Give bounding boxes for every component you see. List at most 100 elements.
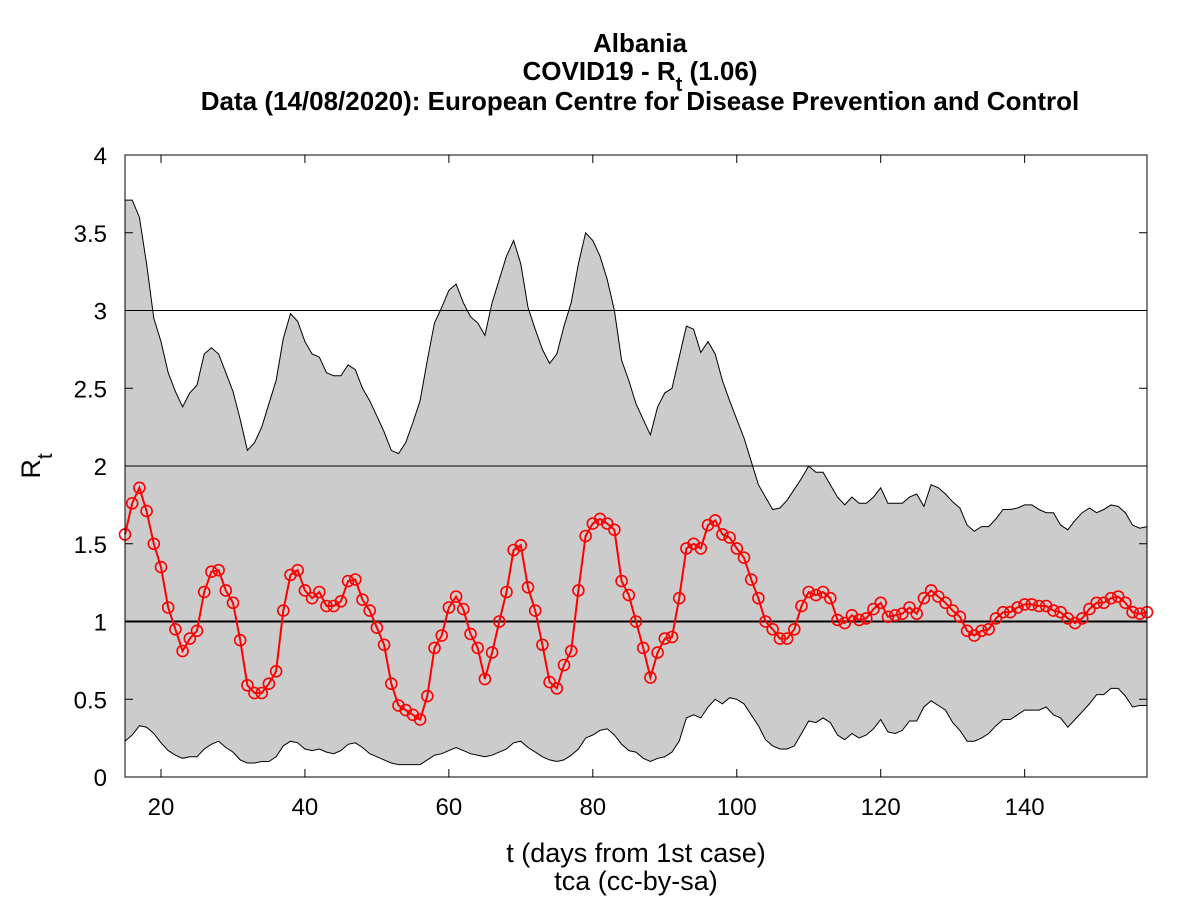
data-point bbox=[471, 641, 485, 655]
band-upper-edge bbox=[125, 199, 1148, 532]
data-point bbox=[514, 538, 528, 552]
data-point bbox=[780, 632, 794, 645]
data-point bbox=[485, 646, 499, 659]
data-point bbox=[269, 664, 283, 678]
y-axis-label: Rt bbox=[16, 453, 57, 479]
data-point bbox=[874, 596, 888, 610]
data-point bbox=[629, 615, 643, 628]
data-point bbox=[341, 574, 355, 588]
band-area bbox=[125, 200, 1147, 765]
y-tick-label: 4 bbox=[94, 143, 107, 170]
data-point bbox=[219, 584, 233, 597]
data-point bbox=[1111, 590, 1125, 603]
data-point bbox=[816, 585, 830, 599]
data-point bbox=[910, 607, 924, 621]
data-point bbox=[737, 551, 751, 565]
data-point bbox=[723, 531, 736, 544]
x-tick-label: 80 bbox=[579, 794, 606, 821]
data-point bbox=[867, 602, 880, 616]
data-point bbox=[205, 565, 218, 579]
data-point bbox=[456, 602, 470, 616]
data-point bbox=[197, 585, 211, 599]
data-point bbox=[600, 517, 614, 530]
data-point bbox=[622, 588, 636, 602]
data-point bbox=[888, 608, 902, 622]
data-point bbox=[651, 646, 664, 659]
y-tick-label: 3 bbox=[94, 299, 107, 326]
data-point bbox=[1075, 612, 1089, 625]
data-point bbox=[262, 677, 276, 691]
data-point bbox=[744, 573, 758, 586]
data-point bbox=[1090, 596, 1103, 610]
data-point bbox=[881, 610, 895, 624]
data-point bbox=[255, 686, 269, 700]
data-point bbox=[1126, 605, 1139, 619]
y-tick-label: 1.5 bbox=[74, 532, 107, 559]
y-tick-label: 0.5 bbox=[74, 687, 107, 714]
data-point bbox=[241, 678, 254, 692]
data-point bbox=[521, 580, 535, 594]
data-point bbox=[190, 624, 204, 638]
chart-title-metric: COVID19 - Rt (1.06) bbox=[523, 56, 758, 96]
data-point bbox=[276, 604, 290, 617]
rt-series bbox=[118, 481, 1154, 726]
data-point bbox=[543, 675, 556, 689]
data-point bbox=[140, 504, 153, 518]
data-point bbox=[579, 529, 592, 543]
data-point bbox=[1032, 599, 1046, 613]
data-point bbox=[859, 612, 873, 625]
data-point bbox=[442, 601, 456, 614]
data-point bbox=[1018, 598, 1031, 611]
data-point bbox=[291, 563, 305, 577]
data-point bbox=[939, 596, 952, 610]
data-point bbox=[716, 528, 729, 541]
data-point bbox=[557, 658, 571, 672]
band-lower-edge bbox=[124, 687, 1147, 766]
data-point bbox=[356, 593, 369, 607]
data-point bbox=[492, 615, 506, 628]
credit-label: tca (cc-by-sa) bbox=[554, 866, 718, 896]
data-point bbox=[658, 632, 672, 645]
data-point bbox=[730, 542, 744, 555]
data-point bbox=[248, 686, 261, 700]
data-point bbox=[528, 604, 542, 617]
x-tick-label: 140 bbox=[1005, 794, 1045, 821]
data-point bbox=[1119, 596, 1132, 610]
chart-title-country: Albania bbox=[593, 28, 687, 58]
y-tick-label: 3.5 bbox=[74, 221, 107, 248]
data-point bbox=[615, 574, 628, 588]
data-point bbox=[176, 644, 189, 658]
data-point bbox=[708, 514, 722, 527]
data-point bbox=[413, 713, 427, 726]
data-point bbox=[363, 604, 377, 617]
data-point bbox=[183, 632, 197, 645]
data-point bbox=[169, 622, 182, 636]
data-point bbox=[1047, 604, 1060, 617]
data-point bbox=[572, 584, 585, 597]
data-point bbox=[536, 638, 549, 652]
data-point bbox=[895, 607, 909, 621]
data-point bbox=[931, 590, 945, 603]
data-point bbox=[953, 610, 967, 624]
data-point bbox=[982, 622, 996, 636]
data-point bbox=[1083, 602, 1096, 616]
data-point bbox=[996, 605, 1010, 619]
y-tick-label: 0 bbox=[94, 765, 107, 792]
data-point bbox=[370, 621, 384, 635]
data-point bbox=[1133, 607, 1147, 621]
data-point bbox=[334, 594, 348, 608]
data-point bbox=[428, 641, 441, 655]
y-tick-label: 2.5 bbox=[74, 376, 107, 403]
data-point bbox=[838, 616, 852, 630]
data-point bbox=[759, 615, 772, 628]
data-point bbox=[212, 563, 225, 577]
data-point bbox=[320, 599, 333, 613]
data-point bbox=[420, 689, 434, 703]
data-point bbox=[500, 585, 513, 599]
data-point bbox=[478, 672, 492, 686]
data-point bbox=[233, 633, 247, 647]
confidence-band bbox=[124, 199, 1148, 766]
data-point bbox=[564, 644, 578, 658]
x-tick-label: 60 bbox=[436, 794, 463, 821]
